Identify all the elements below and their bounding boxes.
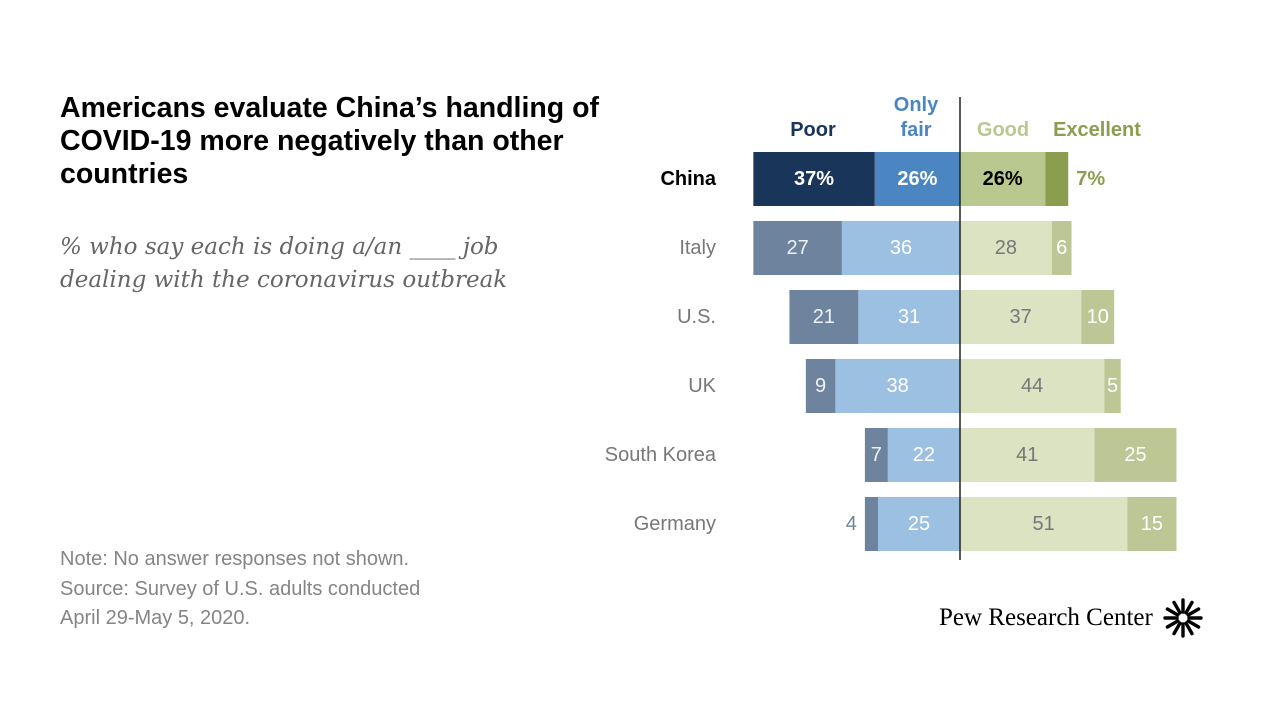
sunburst-ray: [1186, 619, 1201, 629]
bar-good: [960, 221, 1052, 275]
bar-excellent: [1127, 497, 1177, 551]
label-poor: 27: [787, 237, 809, 259]
pew-logo: Pew Research Center: [939, 598, 1203, 638]
bar-good: [960, 359, 1105, 413]
legend-only-fair-line2: fair: [900, 119, 931, 141]
sunburst-ray: [1165, 607, 1180, 617]
legend-only-fair-line1: Only: [894, 94, 939, 116]
category-label-u-s-: U.S.: [677, 306, 716, 328]
label-only-fair: 38: [887, 375, 909, 397]
label-good: 51: [1033, 513, 1055, 535]
label-only-fair: 25: [908, 513, 930, 535]
label-poor: 4: [846, 513, 857, 535]
bar-poor: [864, 497, 878, 551]
bar-poor: [753, 152, 875, 206]
sunburst-ray: [1172, 600, 1182, 615]
label-good: 37: [1010, 306, 1032, 328]
label-only-fair: 36: [890, 237, 912, 259]
source-date-line: April 29-May 5, 2020.: [60, 607, 251, 630]
bar-excellent: [1081, 290, 1115, 344]
bar-good: [960, 152, 1046, 206]
logo-text: Pew Research Center: [939, 604, 1153, 631]
bar-excellent: [1094, 428, 1177, 482]
bar-poor: [753, 221, 842, 275]
label-good: 41: [1016, 444, 1038, 466]
label-only-fair: 22: [913, 444, 935, 466]
label-excellent: 25: [1124, 444, 1146, 466]
label-poor: 9: [815, 375, 826, 397]
note-line: Note: No answer responses not shown.: [60, 548, 410, 570]
source-line: Source: Survey of U.S. adults conducted: [60, 577, 421, 600]
source-note: Note: No answer responses not shown. Sou…: [60, 545, 500, 634]
bar-only-fair: [858, 290, 960, 344]
label-excellent: 15: [1141, 513, 1163, 535]
legend-good: Good: [977, 119, 1029, 141]
label-only-fair: 31: [898, 306, 920, 328]
bar-excellent: [1051, 221, 1072, 275]
sunburst-ray: [1186, 607, 1201, 617]
category-label-germany: Germany: [634, 513, 716, 535]
sunburst-ray: [1184, 600, 1194, 615]
bar-good: [960, 497, 1128, 551]
sunburst-ray: [1165, 619, 1180, 629]
bar-poor: [789, 290, 859, 344]
bar-only-fair: [841, 221, 960, 275]
legend-excellent: Excellent: [1053, 119, 1141, 141]
category-label-uk: UK: [688, 375, 716, 397]
bar-good: [960, 428, 1095, 482]
chart-title: Americans evaluate China’s handling of C…: [60, 92, 599, 191]
legend-poor: Poor: [790, 119, 836, 141]
category-label-south-korea: South Korea: [605, 444, 717, 466]
label-poor: 37%: [794, 168, 834, 190]
label-good: 44: [1021, 375, 1043, 397]
label-only-fair: 26%: [897, 168, 937, 190]
sunburst-ray: [1172, 621, 1182, 636]
bar-good: [960, 290, 1082, 344]
label-excellent: 7%: [1076, 168, 1105, 190]
bar-only-fair: [835, 359, 960, 413]
label-excellent: 10: [1087, 306, 1109, 328]
bar-poor: [864, 428, 888, 482]
label-good: 26%: [983, 168, 1023, 190]
bar-only-fair: [878, 497, 960, 551]
label-poor: 7: [871, 444, 882, 466]
bar-excellent: [1045, 152, 1069, 206]
pew-sunburst-icon: [1163, 598, 1203, 638]
chart-subtitle: % who say each is doing a/an ____ job de…: [60, 234, 508, 293]
label-excellent: 5: [1107, 375, 1118, 397]
label-excellent: 6: [1056, 237, 1067, 259]
label-poor: 21: [813, 306, 835, 328]
label-good: 28: [995, 237, 1017, 259]
bar-only-fair: [887, 428, 960, 482]
category-label-china: China: [660, 168, 716, 190]
category-label-italy: Italy: [679, 237, 716, 259]
bar-excellent: [1104, 359, 1121, 413]
bar-poor: [805, 359, 836, 413]
sunburst-ray: [1184, 621, 1194, 636]
bar-only-fair: [874, 152, 960, 206]
